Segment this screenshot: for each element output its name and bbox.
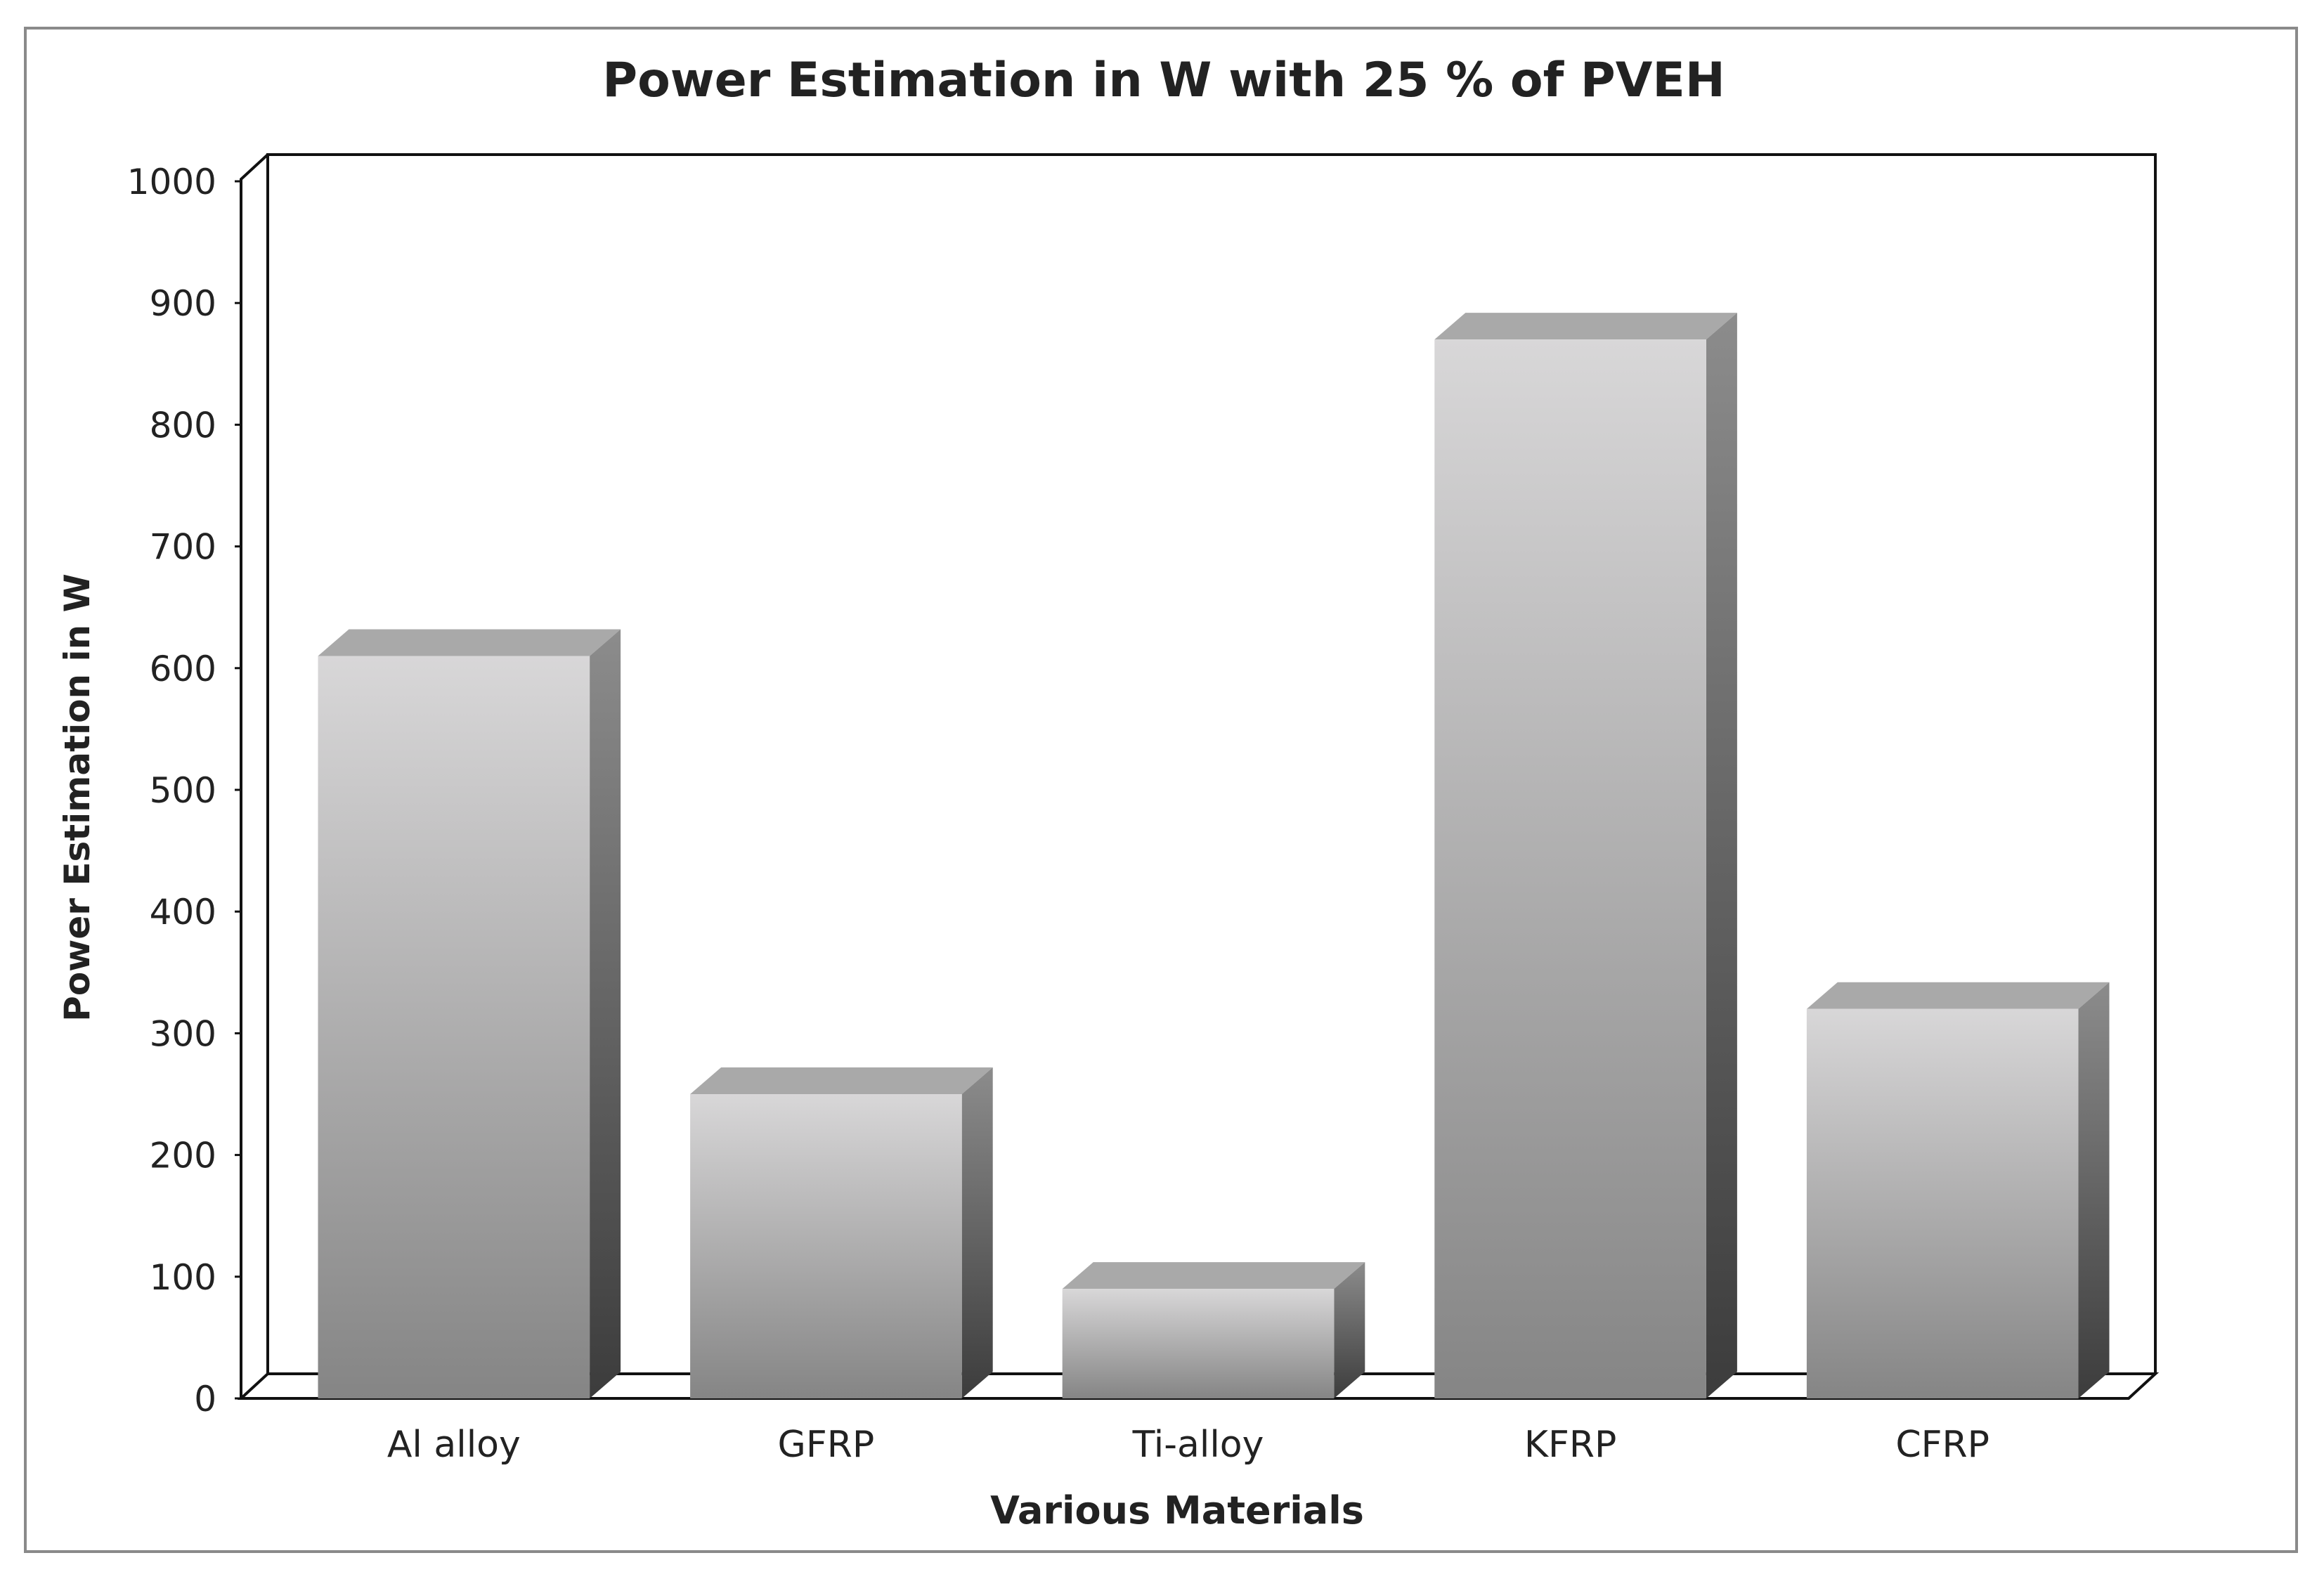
- bar-al-alloy: [318, 629, 621, 1398]
- y-tick-label: 1000: [127, 162, 216, 202]
- plot-left-edge: [240, 153, 269, 1398]
- bar-ti-alloy: [1062, 1262, 1365, 1398]
- bar-front-face: [690, 1094, 962, 1398]
- bar-side-face: [961, 1067, 993, 1398]
- y-tick-label: 300: [150, 1013, 216, 1054]
- x-tick-label: GFRP: [778, 1424, 875, 1466]
- y-tick-label: 900: [150, 283, 216, 324]
- bar-front-face: [1062, 1289, 1335, 1398]
- plot-back-wall: [266, 153, 2157, 1374]
- bar-top-face: [690, 1067, 993, 1094]
- bar-side-face: [1334, 1262, 1365, 1398]
- bar-top-face: [1434, 313, 1737, 340]
- y-axis-label: Power Estimation in W: [57, 573, 98, 1022]
- y-tick-label: 100: [150, 1257, 216, 1298]
- bar-side-face: [1706, 313, 1737, 1398]
- bar-top-face: [1806, 982, 2110, 1009]
- bars-group: [318, 313, 2110, 1398]
- bar-top-face: [1062, 1262, 1365, 1289]
- y-tick-label: 200: [150, 1136, 216, 1176]
- x-tick-label: CFRP: [1895, 1424, 1989, 1466]
- bar-kfrp: [1434, 313, 1737, 1398]
- y-tick-label: 0: [194, 1379, 216, 1419]
- bar-front-face: [1434, 339, 1706, 1398]
- y-tick-label: 500: [150, 770, 216, 811]
- y-tick-label: 600: [150, 649, 216, 689]
- chart-title: Power Estimation in W with 25 % of PVEH: [602, 53, 1725, 108]
- x-axis: Al alloy GFRP Ti-alloy KFRP CFRP: [387, 1424, 1989, 1466]
- x-tick-label: KFRP: [1524, 1424, 1617, 1466]
- x-axis-label: Various Materials: [990, 1488, 1364, 1533]
- bar-side-face: [2078, 982, 2110, 1398]
- bar-front-face: [1806, 1008, 2079, 1398]
- y-tick-label: 800: [150, 405, 216, 446]
- bar-top-face: [318, 629, 621, 656]
- y-tick-label: 400: [150, 892, 216, 933]
- x-tick-label: Al alloy: [387, 1424, 521, 1466]
- bar-gfrp: [690, 1067, 993, 1398]
- x-tick-label: Ti-alloy: [1132, 1424, 1264, 1466]
- y-tick-label: 700: [150, 527, 216, 568]
- bar-cfrp: [1806, 982, 2110, 1398]
- bar-front-face: [318, 656, 590, 1398]
- y-axis: 0 100 200 300 400 500 600 700 800 900 1000: [127, 162, 241, 1419]
- bar-side-face: [590, 629, 621, 1398]
